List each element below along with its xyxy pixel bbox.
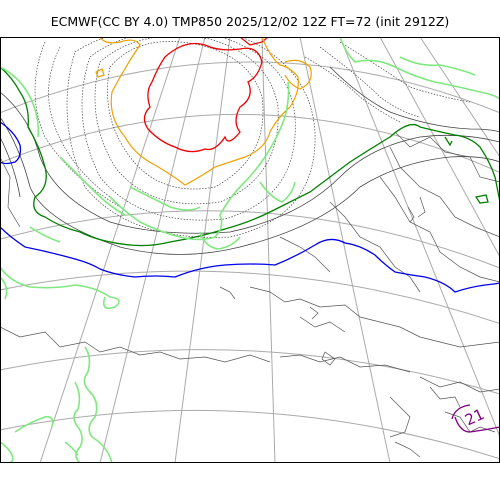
isotherm-blue (0, 226, 500, 293)
map-border (0, 37, 500, 463)
isotherm-dark-green (0, 66, 500, 247)
isotherm-dark-green-2 (444, 136, 453, 147)
coastlines (0, 131, 500, 458)
meridians (39, 37, 500, 463)
isotherm-orange-3 (95, 68, 105, 78)
isotherms-light-green (0, 37, 500, 463)
isotherm-purple-2 (451, 404, 471, 420)
isotherm-orange-2 (284, 59, 312, 90)
map-frame: 21 (0, 37, 500, 463)
latitude-circles (0, 61, 500, 460)
isotherm-purple (454, 416, 500, 433)
map-title: ECMWF(CC BY 4.0) TMP850 2025/12/02 12Z F… (50, 14, 450, 29)
minor-isotherms-dotted (34, 37, 471, 238)
minor-isotherms (0, 66, 500, 255)
isotherm-orange (99, 37, 299, 186)
isotherm-red (143, 42, 263, 153)
isotherm-red-fragment (239, 37, 269, 46)
isotherm-dark-green-3 (474, 194, 489, 204)
isotherm-blue-2 (0, 121, 22, 165)
